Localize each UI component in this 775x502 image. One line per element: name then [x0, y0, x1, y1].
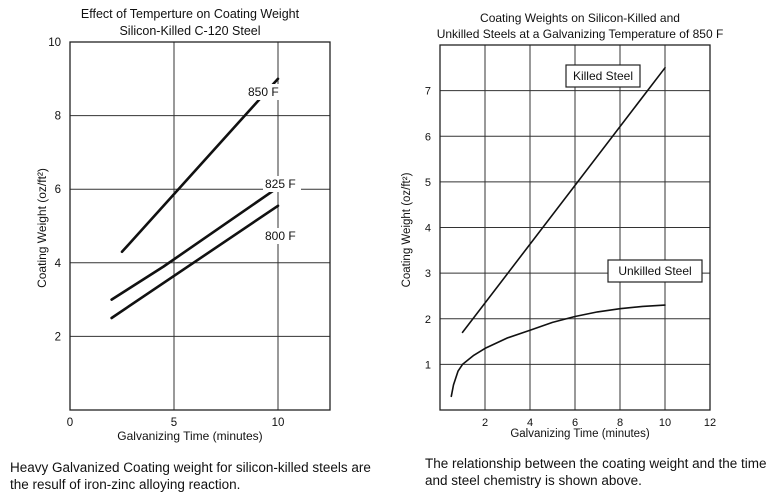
y-tick-label: 4 — [425, 223, 431, 235]
y-axis-label: Coating Weight (oz/ft²) — [401, 172, 413, 287]
x-tick-label: 4 — [527, 417, 533, 429]
x-axis-label: Galvanizing Time (minutes) — [117, 429, 262, 443]
series-line — [450, 304, 666, 398]
x-tick-label: 10 — [272, 417, 285, 429]
x-tick-label: 0 — [67, 417, 73, 429]
chart-subtitle: Silicon-Killed C-120 Steel — [119, 24, 260, 38]
series-label-box — [565, 64, 641, 88]
y-tick-label: 2 — [425, 314, 431, 326]
x-tick-label: 8 — [617, 417, 623, 429]
chart-title: Coating Weights on Silicon-Killed and — [480, 11, 680, 25]
series-label-background — [246, 84, 284, 100]
x-tick-label: 5 — [171, 417, 177, 429]
series-label: Killed Steel — [573, 69, 633, 83]
y-tick-label: 10 — [48, 37, 61, 49]
y-tick-label: 3 — [425, 268, 431, 280]
y-tick-label: 7 — [425, 86, 431, 98]
chart-steel-comparison: Coating Weights on Silicon-Killed and Unk… — [401, 11, 724, 440]
y-tick-label: 1 — [425, 359, 431, 371]
y-tick-label: 2 — [55, 331, 61, 343]
series-line — [461, 67, 666, 334]
chart-title: Effect of Temperture on Coating Weight — [81, 7, 300, 21]
y-tick-label: 6 — [55, 184, 61, 196]
x-tick-label: 2 — [482, 417, 488, 429]
plot-frame — [439, 44, 711, 411]
series-label: 800 F — [265, 229, 296, 243]
x-tick-label: 6 — [572, 417, 578, 429]
series-label: 825 F — [265, 177, 296, 191]
series-line — [120, 77, 280, 254]
series-label-background — [263, 176, 301, 192]
y-tick-label: 8 — [55, 111, 61, 123]
series-label: Unkilled Steel — [618, 264, 691, 278]
x-tick-label: 10 — [659, 417, 671, 429]
y-tick-label: 6 — [425, 131, 431, 143]
caption-right: The relationship between the coating wei… — [425, 456, 767, 488]
x-tick-label: 12 — [704, 417, 716, 429]
series-label: 850 F — [248, 85, 279, 99]
plot-frame — [69, 41, 331, 411]
x-axis-label: Galvanizing Time (minutes) — [510, 428, 649, 440]
y-tick-label: 5 — [425, 177, 431, 189]
chart-subtitle: Unkilled Steels at a Galvanizing Tempera… — [437, 27, 724, 41]
caption-left: Heavy Galvanized Coating weight for sili… — [10, 460, 371, 492]
chart-temperature-effect: Effect of Temperture on Coating Weight Si… — [35, 7, 331, 443]
series-line — [110, 186, 280, 301]
series-line — [110, 204, 280, 320]
series-label-background — [263, 228, 301, 244]
y-axis-label: Coating Weight (oz/ft²) — [35, 168, 49, 288]
series-label-box — [607, 259, 703, 283]
y-tick-label: 4 — [55, 258, 62, 270]
